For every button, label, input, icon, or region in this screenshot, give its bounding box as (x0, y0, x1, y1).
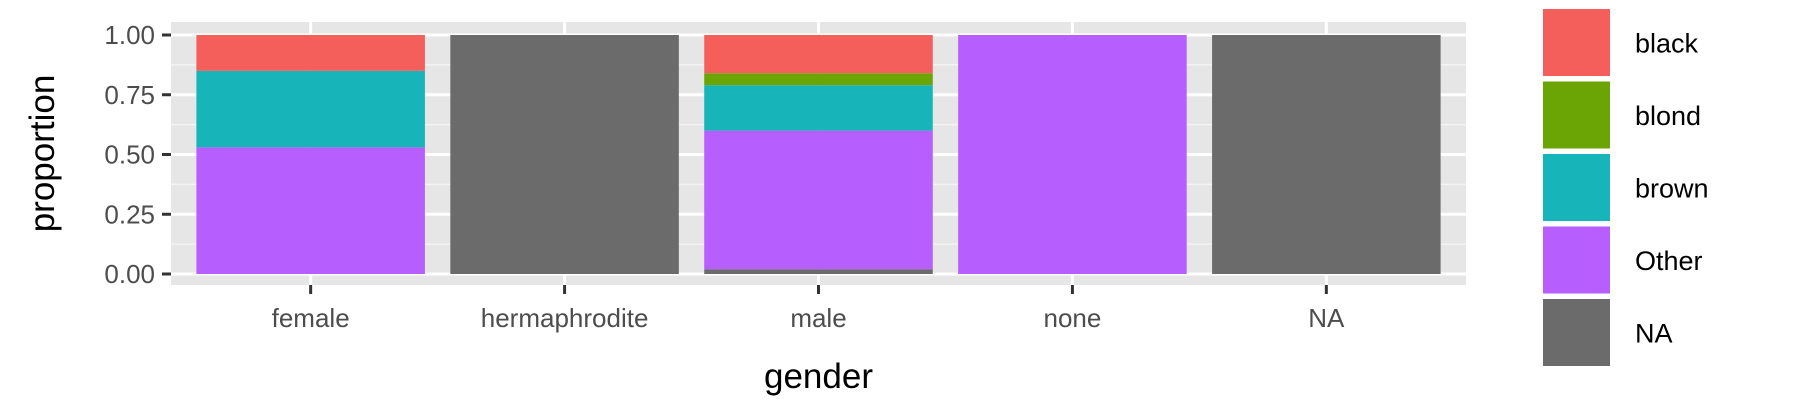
x-axis: female hermaphrodite male none NA (272, 285, 1345, 333)
x-tick-label: NA (1308, 303, 1345, 333)
legend-key-blond (1543, 81, 1610, 149)
legend-label-black: black (1635, 29, 1699, 59)
y-tick-label: 0.50 (104, 140, 155, 170)
y-tick-label: 1.00 (104, 20, 155, 50)
legend-key-Other (1543, 226, 1610, 294)
y-axis: 0.00 0.25 0.50 0.75 1.00 (104, 20, 171, 289)
bar-segment-none-Other (958, 35, 1187, 274)
bar-segment-male-black (704, 35, 933, 74)
legend-key-brown (1543, 154, 1610, 221)
legend-label-Other: Other (1635, 246, 1703, 276)
legend-label-blond: blond (1635, 101, 1701, 131)
x-tick-label: hermaphrodite (481, 303, 649, 333)
legend-key-black (1543, 9, 1610, 76)
bar-segment-female-brown (196, 70, 425, 148)
bar-segment-NA-NA (1212, 35, 1441, 274)
x-tick-label: female (272, 303, 350, 333)
bar-segment-female-black (196, 35, 425, 71)
y-axis-title: proportion (23, 75, 62, 233)
legend-key-NA (1543, 299, 1610, 366)
bar-segment-female-Other (196, 147, 425, 274)
legend-label-NA: NA (1635, 319, 1673, 349)
y-tick-label: 0.75 (104, 80, 155, 110)
bar-segment-male-NA (704, 269, 933, 274)
y-tick-label: 0.25 (104, 199, 155, 229)
bar-segment-male-brown (704, 85, 933, 131)
y-tick-label: 0.00 (104, 259, 155, 289)
x-tick-label: male (790, 303, 846, 333)
x-axis-title: gender (764, 357, 873, 396)
legend-label-brown: brown (1635, 174, 1709, 204)
x-tick-label: none (1043, 303, 1101, 333)
bar-segment-male-blond (704, 73, 933, 86)
bar-segment-hermaphrodite-NA (450, 35, 679, 274)
legend: black blond brown Other NA (1543, 9, 1709, 366)
bars (196, 35, 1441, 274)
bar-segment-male-Other (704, 130, 933, 270)
